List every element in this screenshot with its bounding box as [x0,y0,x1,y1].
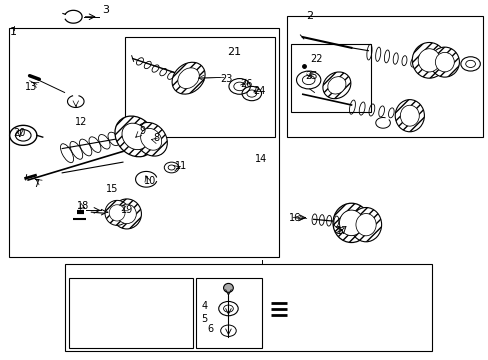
Ellipse shape [141,129,162,150]
Bar [290,44,370,112]
Text: 17: 17 [335,226,347,236]
Ellipse shape [105,201,129,225]
Ellipse shape [394,100,424,132]
Text: 26: 26 [240,79,253,89]
Ellipse shape [135,122,167,156]
Bar [287,16,482,137]
Ellipse shape [355,213,375,236]
Ellipse shape [112,199,141,229]
Text: 24: 24 [252,86,264,96]
Ellipse shape [115,116,155,157]
Text: 13: 13 [25,82,38,92]
Ellipse shape [327,77,346,94]
Ellipse shape [122,123,148,150]
Text: 15: 15 [106,184,118,194]
Ellipse shape [350,207,381,242]
Ellipse shape [322,72,350,99]
Ellipse shape [172,62,204,94]
Text: 16: 16 [289,213,301,223]
Text: 12: 12 [75,117,88,127]
Text: 2: 2 [306,11,313,21]
Text: 19: 19 [121,205,133,215]
Text: 11: 11 [175,161,187,171]
Ellipse shape [223,283,233,292]
Text: 10: 10 [143,176,156,186]
Text: 21: 21 [226,47,241,57]
Text: 20: 20 [14,128,26,138]
Text: 6: 6 [207,324,213,334]
Bar [196,278,261,348]
Text: 7: 7 [33,179,40,189]
Ellipse shape [109,205,125,221]
Text: 14: 14 [255,154,267,163]
Ellipse shape [117,204,136,224]
Ellipse shape [339,210,363,236]
Text: 1: 1 [10,27,17,37]
Text: 9: 9 [139,126,145,136]
Ellipse shape [417,49,439,72]
Bar [125,37,275,137]
Text: 5: 5 [201,314,207,324]
Ellipse shape [400,105,418,126]
Text: 4: 4 [201,301,207,311]
Ellipse shape [434,52,453,72]
Ellipse shape [429,47,458,77]
Text: 22: 22 [309,54,322,64]
Text: 3: 3 [102,5,109,15]
Ellipse shape [178,68,199,89]
Text: 8: 8 [153,133,159,143]
Ellipse shape [332,203,369,243]
Ellipse shape [411,42,446,78]
Bar [69,278,193,348]
Text: 23: 23 [220,74,232,84]
Text: 18: 18 [77,201,89,211]
Bar [64,264,431,351]
Bar [9,28,278,257]
Text: 25: 25 [305,71,317,81]
